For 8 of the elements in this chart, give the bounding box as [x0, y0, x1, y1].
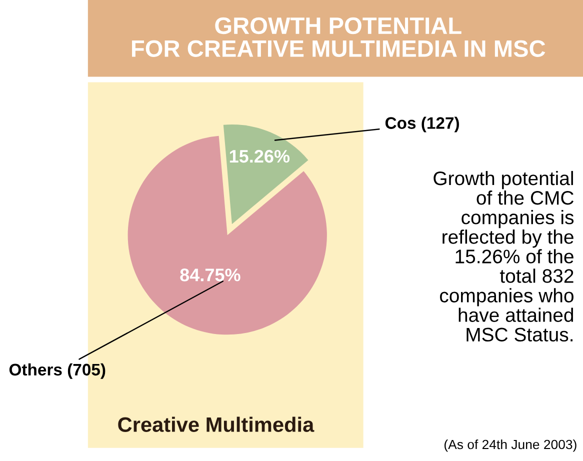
slice-label: Others (705): [9, 363, 106, 379]
text: Growth potential of the CMC companies is reflected by the 15.26% of the total 832 companies who have attained MSC Status.: [434, 170, 574, 342]
data-label: 84.75%: [180, 268, 240, 282]
text: (As of 24th June 2003): [444, 439, 576, 452]
chart-title: GROWTH POTENTIAL FOR CREATIVE MULTIMEDIA IN MSC: [132, 17, 546, 57]
text: Creative Multimedia: [118, 416, 314, 432]
data-label: 15.26%: [230, 150, 290, 163]
slice-label: Cos (127): [385, 116, 459, 132]
